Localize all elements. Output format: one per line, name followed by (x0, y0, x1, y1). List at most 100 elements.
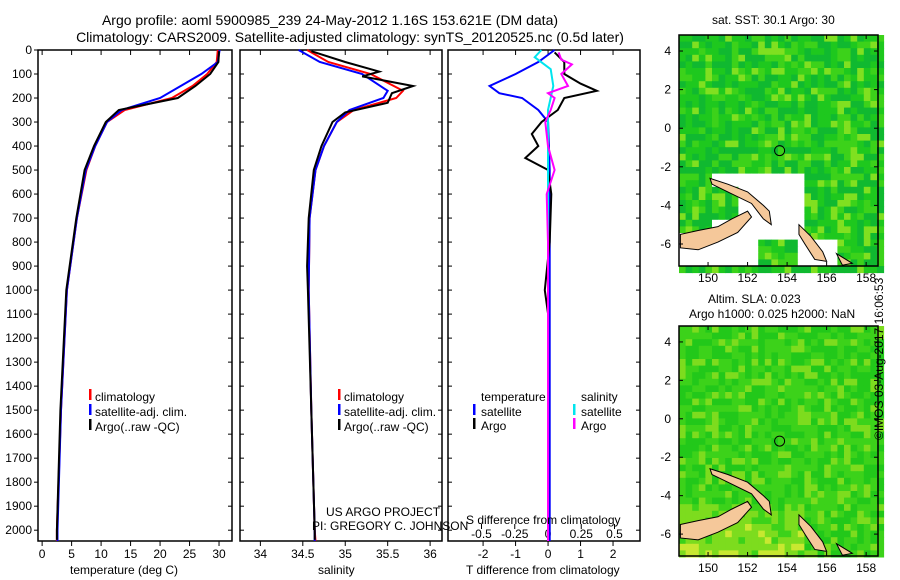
map-cell (725, 425, 733, 433)
map-cell (797, 458, 805, 466)
map-cell (685, 517, 693, 525)
map-cell (844, 226, 852, 234)
map-cell (837, 94, 845, 102)
map-cell (725, 127, 733, 135)
map-cell (771, 444, 779, 452)
map-cell (797, 160, 805, 168)
map-cell (811, 484, 819, 492)
map-cell (692, 425, 700, 433)
map-cell (745, 411, 753, 419)
map-cell (844, 510, 852, 518)
map-cell (857, 68, 865, 76)
map-cell (712, 41, 720, 49)
map-cell (725, 259, 733, 267)
map-cell (771, 219, 779, 227)
map-cell (698, 339, 706, 347)
map-cell (804, 543, 812, 551)
map-cell (837, 345, 845, 353)
map-cell (712, 451, 720, 459)
map-cell (844, 147, 852, 155)
map-cell (731, 200, 739, 208)
map-cell (679, 114, 687, 122)
map-cell (850, 484, 858, 492)
map-cell (811, 114, 819, 122)
map-cell (830, 491, 838, 499)
map-cell (850, 134, 858, 142)
map-cell (791, 543, 799, 551)
map-cell (784, 378, 792, 386)
map-cell (811, 120, 819, 128)
map-cell (698, 543, 706, 551)
map-cell (778, 431, 786, 439)
map-cell (771, 213, 779, 221)
map-cell (877, 543, 885, 551)
map-cell (817, 87, 825, 95)
legend-satellite: satellite-adj. clim. (95, 405, 188, 419)
map-cell (817, 219, 825, 227)
map-cell (837, 392, 845, 400)
map-cell (797, 54, 805, 62)
map-cell (811, 206, 819, 214)
map-cell (745, 186, 753, 194)
map-cell (764, 471, 772, 479)
map-cell (738, 497, 746, 505)
map-cell (863, 517, 871, 525)
map-cell (784, 226, 792, 234)
map-cell (764, 186, 772, 194)
map-cell (850, 219, 858, 227)
map-cell (764, 252, 772, 260)
map-cell (771, 127, 779, 135)
map-cell (698, 140, 706, 148)
map-cell (817, 153, 825, 161)
map-cell (725, 213, 733, 221)
map-cell (804, 180, 812, 188)
map-cell (698, 74, 706, 82)
map-cell (685, 510, 693, 518)
map-cell (837, 107, 845, 115)
map-cell (725, 405, 733, 413)
map-cell (817, 200, 825, 208)
map-cell (877, 491, 885, 499)
map-cell (685, 359, 693, 367)
map-cell (771, 510, 779, 518)
map-cell (738, 87, 746, 95)
map-cell (863, 345, 871, 353)
map-cell (817, 365, 825, 373)
map-cell (870, 517, 878, 525)
map-cell (824, 378, 832, 386)
map-cell (817, 405, 825, 413)
map-cell (797, 173, 805, 181)
map-cell (771, 345, 779, 353)
map-cell (731, 537, 739, 545)
map-frame (678, 34, 879, 267)
map-cell (804, 458, 812, 466)
map-cell (797, 167, 805, 175)
sla-map-title-line1: Altim. SLA: 0.023 (708, 292, 801, 306)
map-cell (877, 246, 885, 254)
map-cell (764, 365, 772, 373)
map-cell (705, 101, 713, 109)
map-cell (758, 160, 766, 168)
map-cell (877, 444, 885, 452)
map-cell (745, 68, 753, 76)
map-cell (764, 94, 772, 102)
map-cell (844, 385, 852, 393)
map-cell (824, 464, 832, 472)
x-tick-label: 154 (777, 561, 797, 575)
map-cell (718, 186, 726, 194)
map-cell (863, 332, 871, 340)
map-cell (771, 81, 779, 89)
map-cell (758, 392, 766, 400)
map-cell (797, 147, 805, 155)
map-cell (738, 385, 746, 393)
map-cell (679, 477, 687, 485)
map-cell (850, 35, 858, 43)
y-tick-label: 300 (12, 115, 32, 129)
map-cell (745, 491, 753, 499)
map-cell (692, 332, 700, 340)
map-cell (784, 94, 792, 102)
map-cell (731, 411, 739, 419)
map-cell (850, 186, 858, 194)
map-cell (758, 365, 766, 373)
map-cell (771, 101, 779, 109)
